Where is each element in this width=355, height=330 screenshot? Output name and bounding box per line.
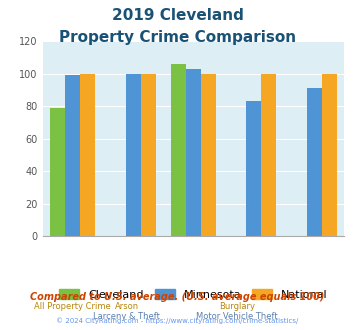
Bar [50, 108, 65, 236]
Text: Compared to U.S. average. (U.S. average equals 100): Compared to U.S. average. (U.S. average … [30, 292, 325, 302]
Bar [246, 101, 261, 236]
Bar [307, 88, 322, 236]
Text: Motor Vehicle Theft: Motor Vehicle Theft [196, 312, 278, 321]
Text: Burglary: Burglary [219, 302, 255, 311]
Text: 2019 Cleveland: 2019 Cleveland [111, 8, 244, 23]
Bar [201, 74, 216, 236]
Text: Arson: Arson [115, 302, 139, 311]
Bar [141, 74, 156, 236]
Text: Larceny & Theft: Larceny & Theft [93, 312, 160, 321]
Legend: Cleveland, Minnesota, National: Cleveland, Minnesota, National [55, 284, 332, 304]
Bar [171, 64, 186, 236]
Text: © 2024 CityRating.com - https://www.cityrating.com/crime-statistics/: © 2024 CityRating.com - https://www.city… [56, 317, 299, 324]
Bar [261, 74, 277, 236]
Bar [126, 74, 141, 236]
Bar [322, 74, 337, 236]
Text: All Property Crime: All Property Crime [33, 302, 110, 311]
Bar [80, 74, 95, 236]
Bar [65, 75, 80, 236]
Text: Property Crime Comparison: Property Crime Comparison [59, 30, 296, 45]
Bar [186, 69, 201, 236]
